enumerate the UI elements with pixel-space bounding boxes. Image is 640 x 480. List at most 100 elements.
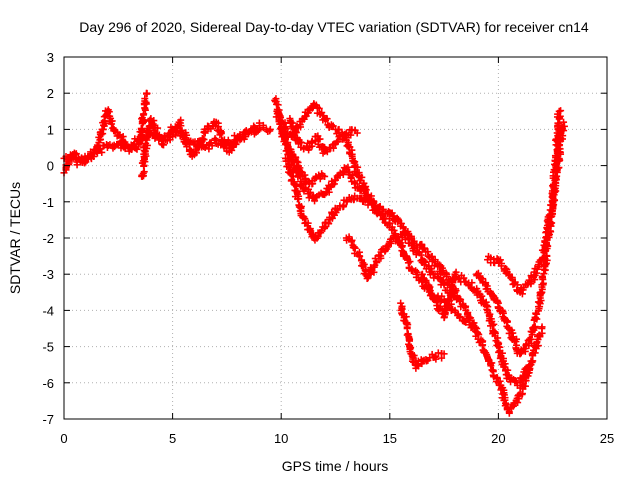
interpolated-point xyxy=(555,164,563,172)
interpolated-point xyxy=(371,205,379,213)
y-tick-label: 2 xyxy=(47,86,54,101)
interpolated-point xyxy=(441,309,449,317)
y-tick-label: -2 xyxy=(42,231,54,246)
interpolated-point xyxy=(356,252,364,260)
interpolated-point xyxy=(259,121,267,129)
interpolated-point xyxy=(507,329,515,337)
data-point xyxy=(555,107,563,115)
y-tick-label: -1 xyxy=(42,195,54,210)
interpolated-point xyxy=(554,122,562,130)
interpolated-point xyxy=(360,260,368,268)
y-tick-label: 1 xyxy=(47,122,54,137)
data-point xyxy=(321,172,329,180)
interpolated-point xyxy=(137,135,145,143)
interpolated-point xyxy=(538,281,546,289)
interpolated-point xyxy=(434,298,442,306)
interpolated-point xyxy=(72,153,80,161)
interpolated-point xyxy=(334,137,342,145)
interpolated-point xyxy=(304,219,312,227)
interpolated-point xyxy=(497,262,505,270)
interpolated-point xyxy=(297,168,305,176)
interpolated-point xyxy=(281,134,289,142)
interpolated-point xyxy=(349,171,357,179)
interpolated-point xyxy=(232,140,240,148)
interpolated-point xyxy=(490,320,498,328)
interpolated-point xyxy=(141,95,149,103)
interpolated-point xyxy=(200,136,208,144)
interpolated-point xyxy=(160,141,168,149)
interpolated-point xyxy=(133,145,141,153)
interpolated-point xyxy=(73,161,81,169)
x-axis-label: GPS time / hours xyxy=(282,458,389,474)
interpolated-point xyxy=(289,172,297,180)
interpolated-point xyxy=(216,131,224,139)
interpolated-point xyxy=(502,400,510,408)
interpolated-point xyxy=(139,111,147,119)
interpolated-point xyxy=(543,252,551,260)
interpolated-point xyxy=(325,219,333,227)
interpolated-point xyxy=(284,139,292,147)
interpolated-point xyxy=(449,285,457,293)
x-tick-label: 10 xyxy=(274,431,288,446)
interpolated-point xyxy=(468,279,476,287)
interpolated-point xyxy=(555,141,563,149)
interpolated-point xyxy=(546,218,554,226)
interpolated-point xyxy=(406,335,414,343)
interpolated-point xyxy=(306,188,314,196)
interpolated-point xyxy=(316,135,324,143)
data-point xyxy=(440,350,448,358)
interpolated-point xyxy=(555,155,563,163)
data-point xyxy=(397,299,405,307)
interpolated-point xyxy=(418,271,426,279)
y-tick-label: -5 xyxy=(42,340,54,355)
y-tick-label: -7 xyxy=(42,412,54,427)
interpolated-point xyxy=(421,257,429,265)
data-point xyxy=(143,89,151,97)
interpolated-point xyxy=(389,213,397,221)
interpolated-point xyxy=(467,314,475,322)
y-tick-label: -3 xyxy=(42,267,54,282)
interpolated-point xyxy=(402,313,410,321)
interpolated-point xyxy=(522,371,530,379)
interpolated-point xyxy=(355,172,363,180)
interpolated-point xyxy=(470,324,478,332)
interpolated-point xyxy=(543,242,551,250)
interpolated-point xyxy=(370,263,378,271)
interpolated-point xyxy=(132,144,140,152)
interpolated-point xyxy=(290,129,298,137)
interpolated-point xyxy=(410,237,418,245)
interpolated-point xyxy=(311,136,319,144)
y-tick-label: 3 xyxy=(47,50,54,65)
interpolated-point xyxy=(560,122,568,130)
interpolated-point xyxy=(549,210,557,218)
interpolated-point xyxy=(330,180,338,188)
interpolated-point xyxy=(177,122,185,130)
interpolated-point xyxy=(195,143,203,151)
data-point xyxy=(353,129,361,137)
interpolated-point xyxy=(323,148,331,156)
interpolated-point xyxy=(108,117,116,125)
interpolated-point xyxy=(373,259,381,267)
interpolated-point xyxy=(240,135,248,143)
interpolated-point xyxy=(347,131,355,139)
interpolated-point xyxy=(361,187,369,195)
interpolated-point xyxy=(508,274,516,282)
interpolated-point xyxy=(288,168,296,176)
interpolated-point xyxy=(474,269,482,277)
interpolated-point xyxy=(293,189,301,197)
interpolated-point xyxy=(255,119,263,127)
interpolated-point xyxy=(368,199,376,207)
x-tick-label: 25 xyxy=(600,431,614,446)
interpolated-point xyxy=(333,138,341,146)
data-points xyxy=(60,89,568,417)
interpolated-point xyxy=(440,280,448,288)
interpolated-point xyxy=(284,157,292,165)
interpolated-point xyxy=(452,287,460,295)
interpolated-point xyxy=(527,335,535,343)
interpolated-point xyxy=(422,258,430,266)
interpolated-point xyxy=(339,171,347,179)
interpolated-point xyxy=(316,110,324,118)
x-tick-label: 5 xyxy=(169,431,176,446)
interpolated-point xyxy=(343,197,351,205)
interpolated-point xyxy=(366,270,374,278)
